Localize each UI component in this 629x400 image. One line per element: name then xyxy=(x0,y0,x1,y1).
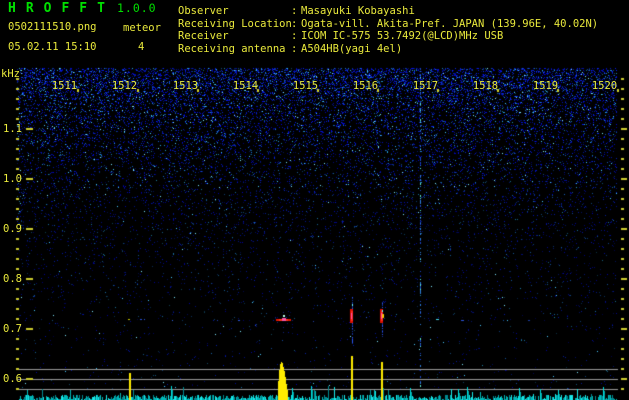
station-value: A504HB(yagi 4el) xyxy=(301,43,403,55)
freq-axis-unit: kHz xyxy=(1,68,20,80)
time-tick-label: 1512 xyxy=(111,80,138,92)
freq-tick-label: 0.9 xyxy=(3,223,22,235)
station-value: Ogata-vill. Akita-Pref. JAPAN (139.96E, … xyxy=(301,18,599,30)
time-tick-label: 1517 xyxy=(412,80,439,92)
time-tick-label: 1516 xyxy=(352,80,379,92)
app-title: HROFFT xyxy=(8,1,115,16)
time-tick-label: 1511 xyxy=(51,80,78,92)
capture-datetime: 05.02.11 15:10 xyxy=(8,41,97,53)
station-row-receiver: Receiver: ICOM IC-575 53.7492(@LCD)MHz US… xyxy=(178,31,503,42)
station-label: Observer xyxy=(178,5,229,17)
app-title-row: HROFFT 1.0.0 xyxy=(8,1,157,16)
time-tick-label: 1518 xyxy=(472,80,499,92)
colon: : xyxy=(291,30,298,42)
freq-tick-label: 0.6 xyxy=(3,373,22,385)
time-tick-label: 1520 xyxy=(591,80,618,92)
time-tick-label: 1513 xyxy=(172,80,199,92)
freq-tick-label: 1.1 xyxy=(3,123,22,135)
app-version: 1.0.0 xyxy=(116,1,157,15)
colon: : xyxy=(291,5,298,17)
freq-tick-label: 1.0 xyxy=(3,173,22,185)
freq-tick-label: 0.8 xyxy=(3,273,22,285)
station-value: ICOM IC-575 53.7492(@LCD)MHz USB xyxy=(301,30,504,42)
mode-label: meteor xyxy=(123,22,161,34)
station-row-location: Receiving Location: Ogata-vill. Akita-Pre… xyxy=(178,19,598,30)
station-row-antenna: Receiving antenna: A504HB(yagi 4el) xyxy=(178,44,402,55)
output-filename: 0502111510.png xyxy=(8,21,97,33)
freq-tick-label: 0.7 xyxy=(3,323,22,335)
station-label: Receiver xyxy=(178,30,229,42)
station-label: Receiving antenna xyxy=(178,43,286,55)
station-row-observer: Observer: Masayuki Kobayashi xyxy=(178,6,415,17)
meteor-count: 4 xyxy=(138,41,145,53)
station-label: Receiving Location xyxy=(178,18,292,30)
colon: : xyxy=(291,18,298,30)
time-tick-label: 1514 xyxy=(232,80,259,92)
colon: : xyxy=(291,43,298,55)
time-tick-label: 1519 xyxy=(532,80,559,92)
time-tick-label: 1515 xyxy=(292,80,319,92)
station-value: Masayuki Kobayashi xyxy=(301,5,415,17)
